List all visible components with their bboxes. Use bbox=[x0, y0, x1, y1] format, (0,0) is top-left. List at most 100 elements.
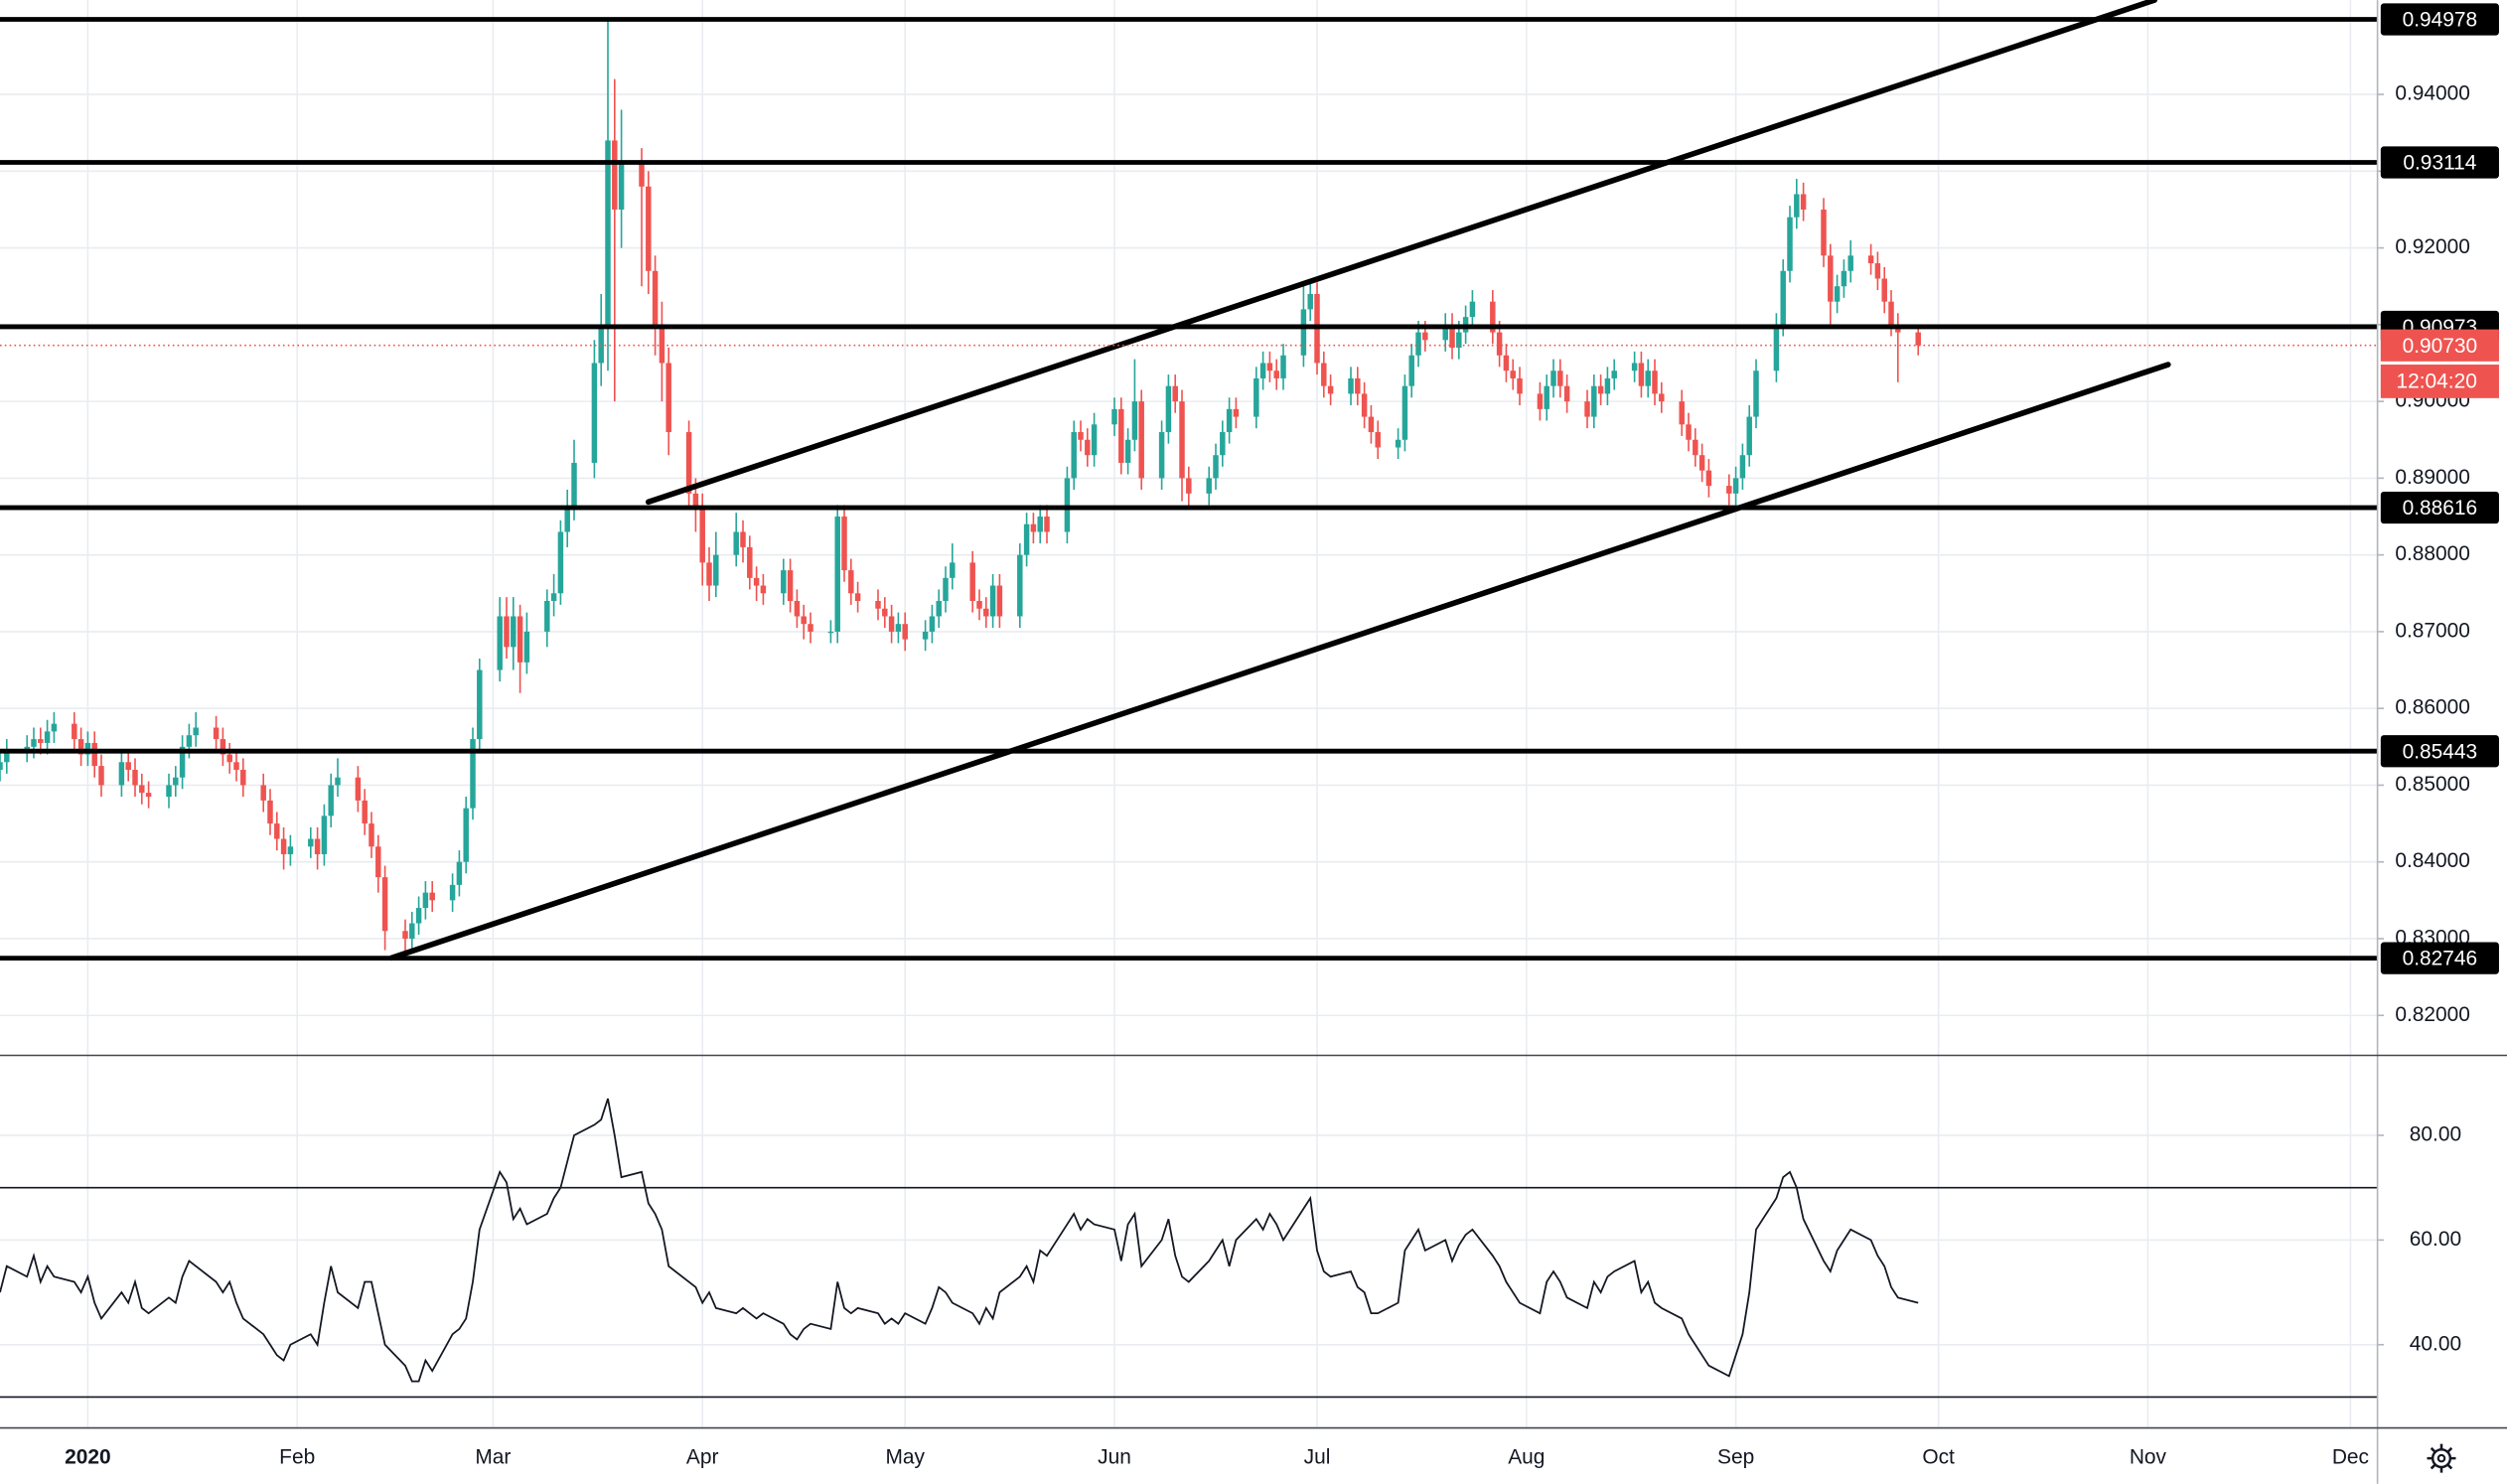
candle-body bbox=[1131, 401, 1138, 440]
candle-body bbox=[51, 723, 58, 732]
level-label-box bbox=[2380, 3, 2499, 36]
candle-body bbox=[98, 766, 104, 786]
candle-body bbox=[969, 562, 975, 602]
candle-body bbox=[685, 432, 692, 494]
candle-body bbox=[1679, 401, 1685, 425]
candle-body bbox=[646, 186, 652, 271]
candle-body bbox=[1732, 478, 1739, 494]
candle-body bbox=[1517, 377, 1523, 394]
candle-body bbox=[1693, 439, 1698, 456]
candle-body bbox=[1206, 478, 1212, 494]
candle-body bbox=[1888, 301, 1894, 325]
x-tick-label: Jul bbox=[1304, 1446, 1331, 1469]
candle-body bbox=[1259, 363, 1266, 378]
candle-body bbox=[976, 601, 982, 609]
x-tick-label: Apr bbox=[686, 1446, 719, 1469]
candle-body bbox=[753, 577, 760, 586]
candle-body bbox=[692, 493, 699, 510]
candle-body bbox=[1085, 439, 1091, 456]
candle-body bbox=[220, 739, 226, 755]
rsi-tick-label: 80.00 bbox=[2410, 1123, 2461, 1146]
settings-button[interactable] bbox=[2427, 1443, 2456, 1473]
candle-body bbox=[38, 739, 44, 743]
y-tick-label: 0.82000 bbox=[2395, 1003, 2470, 1026]
candle-body bbox=[24, 746, 30, 751]
candle-body bbox=[1064, 478, 1071, 532]
candle-body bbox=[1186, 478, 1192, 494]
trend-line bbox=[388, 362, 2171, 962]
candle-body bbox=[193, 727, 199, 736]
candle-body bbox=[1686, 424, 1692, 440]
candle-body bbox=[1597, 385, 1604, 394]
candle-body bbox=[1698, 455, 1705, 471]
candle-body bbox=[1469, 301, 1476, 318]
candle-body bbox=[1557, 371, 1563, 386]
candle-body bbox=[706, 562, 712, 586]
candle-body bbox=[598, 324, 604, 364]
candle-body bbox=[1118, 408, 1124, 463]
candle-body bbox=[4, 750, 10, 763]
candle-body bbox=[733, 531, 739, 555]
candle-body bbox=[1226, 408, 1233, 433]
candle-body bbox=[1726, 486, 1732, 494]
candle-body bbox=[1496, 332, 1503, 356]
candle-body bbox=[415, 908, 422, 924]
gear-teeth bbox=[2427, 1443, 2456, 1473]
candle-body bbox=[1361, 393, 1368, 417]
candle-body bbox=[1638, 363, 1645, 386]
candle-body bbox=[557, 531, 564, 594]
candle-body bbox=[929, 616, 936, 632]
candle-body bbox=[612, 140, 618, 210]
candle-body bbox=[1307, 293, 1313, 310]
candle-body bbox=[1158, 432, 1165, 479]
gear-ring bbox=[2431, 1448, 2452, 1469]
candle-body bbox=[1078, 432, 1084, 440]
y-tick-label: 0.84000 bbox=[2395, 849, 2470, 872]
candle-body bbox=[1456, 332, 1462, 349]
candle-body bbox=[1408, 355, 1414, 386]
x-tick-label: Oct bbox=[1922, 1446, 1955, 1469]
level-label: 0.88616 bbox=[2403, 497, 2478, 519]
candle-body bbox=[989, 585, 996, 617]
candle-body bbox=[477, 669, 483, 740]
candle-body bbox=[240, 769, 246, 786]
candle-body bbox=[1233, 408, 1240, 417]
candle-body bbox=[267, 800, 273, 824]
rsi-tick-label: 60.00 bbox=[2410, 1228, 2461, 1251]
candle-body bbox=[665, 363, 671, 433]
y-tick-label: 0.94000 bbox=[2395, 82, 2470, 105]
y-tick-label: 0.88000 bbox=[2395, 542, 2470, 565]
candle-body bbox=[848, 570, 854, 594]
candle-body bbox=[1739, 455, 1746, 479]
candle-body bbox=[173, 777, 179, 786]
candle-body bbox=[1449, 324, 1455, 349]
candle-body bbox=[1591, 385, 1597, 417]
candle-body bbox=[463, 808, 469, 862]
candle-body bbox=[888, 616, 895, 632]
candle-body bbox=[1544, 385, 1549, 409]
candle-body bbox=[1753, 371, 1759, 417]
candle-body bbox=[260, 785, 266, 801]
level-label: 0.82746 bbox=[2403, 948, 2478, 970]
x-tick-label: Aug bbox=[1508, 1446, 1545, 1469]
candle-body bbox=[402, 931, 408, 939]
last-price-label: 0.90730 bbox=[2403, 335, 2478, 358]
candle-body bbox=[321, 816, 328, 854]
candle-body bbox=[1401, 385, 1408, 440]
gear-hub bbox=[2436, 1453, 2446, 1463]
candle-body bbox=[233, 762, 239, 770]
candle-body bbox=[1327, 385, 1334, 394]
candle-body bbox=[834, 517, 840, 632]
candle-body bbox=[369, 823, 374, 847]
candle-body bbox=[1422, 332, 1428, 341]
level-label-box bbox=[2380, 735, 2499, 768]
candle-body bbox=[186, 735, 193, 747]
candle-body bbox=[1490, 301, 1496, 333]
candle-body bbox=[1037, 517, 1043, 532]
candle-body bbox=[1503, 355, 1510, 371]
candle-body bbox=[226, 754, 232, 763]
candle-body bbox=[362, 800, 368, 824]
candle-body bbox=[902, 624, 908, 640]
candle-body bbox=[84, 742, 91, 755]
